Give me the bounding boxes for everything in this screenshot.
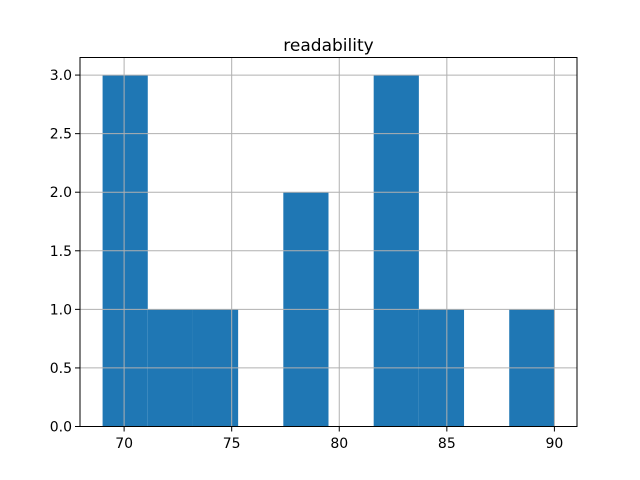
x-tick-label: 90 — [545, 436, 563, 452]
y-tick-label: 0.5 — [50, 361, 72, 377]
tick-layer: 70 75 80 85 90 0.0 0.5 1.0 1.5 2.0 2.5 3.0 — [50, 68, 564, 452]
y-tick-label: 2.5 — [50, 127, 72, 143]
y-tick-label: 2.0 — [50, 185, 72, 201]
x-tick-label: 85 — [438, 436, 456, 452]
y-tick-label: 0.0 — [50, 420, 72, 436]
x-tick-label: 80 — [330, 436, 348, 452]
y-tick-label: 1.0 — [50, 302, 72, 318]
chart-title: readability — [283, 36, 373, 56]
x-tick-label: 75 — [223, 436, 241, 452]
x-tick-label: 70 — [115, 436, 133, 452]
plot-frame — [79, 57, 578, 427]
frame-layer — [79, 57, 578, 427]
y-tick-label: 1.5 — [50, 244, 72, 260]
y-tick-label: 3.0 — [50, 68, 72, 84]
